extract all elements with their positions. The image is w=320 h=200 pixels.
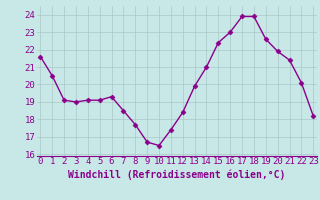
X-axis label: Windchill (Refroidissement éolien,°C): Windchill (Refroidissement éolien,°C) <box>68 169 285 180</box>
